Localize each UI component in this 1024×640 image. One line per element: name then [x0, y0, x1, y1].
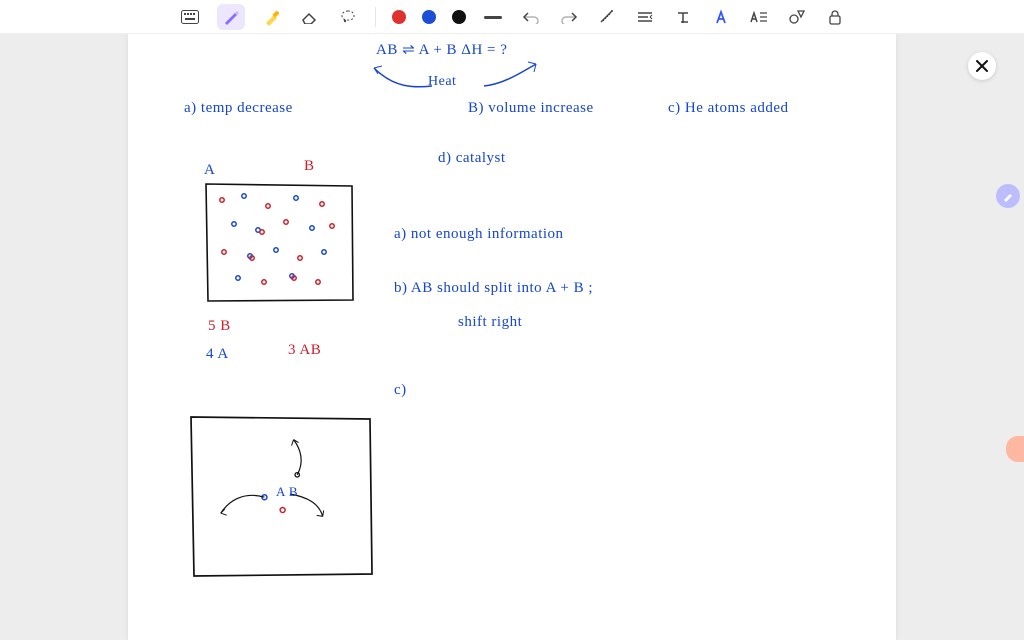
count-5b: 5 B [208, 318, 231, 335]
equation-text: AB ⇌ A + B ΔH = ? [376, 40, 507, 59]
box1-label-b: B [304, 158, 315, 175]
shape-icon[interactable] [786, 6, 808, 28]
option-b: B) volume increase [468, 100, 594, 117]
font-icon[interactable] [710, 6, 732, 28]
count-4a: 4 A [206, 346, 229, 363]
keyboard-icon[interactable] [179, 6, 201, 28]
lasso-icon[interactable] [337, 6, 359, 28]
color-red[interactable] [392, 10, 406, 24]
redo-icon[interactable] [558, 6, 580, 28]
color-blue[interactable] [422, 10, 436, 24]
align-icon[interactable] [634, 6, 656, 28]
option-a: a) temp decrease [184, 100, 293, 117]
option-d: d) catalyst [438, 150, 506, 167]
color-black[interactable] [452, 10, 466, 24]
particle-box-1 [204, 182, 356, 304]
eraser-icon[interactable] [299, 6, 321, 28]
floating-tab-icon[interactable] [1006, 436, 1024, 462]
floating-pencil-icon[interactable] [996, 184, 1020, 208]
undo-icon[interactable] [520, 6, 542, 28]
answer-b-line1: b) AB should split into A + B ; [394, 280, 593, 297]
app-root: AB ⇌ A + B ΔH = ? Heat a) temp decrease … [0, 0, 1024, 640]
count-3ab: 3 AB [288, 342, 321, 359]
lock-icon[interactable] [824, 6, 846, 28]
textstyle-icon[interactable] [748, 6, 770, 28]
thickness-icon[interactable] [482, 6, 504, 28]
answer-a: a) not enough information [394, 226, 564, 243]
canvas[interactable]: AB ⇌ A + B ΔH = ? Heat a) temp decrease … [128, 34, 896, 640]
answer-c: c) [394, 382, 407, 399]
close-button[interactable] [968, 52, 996, 80]
heat-label: Heat [428, 74, 456, 90]
box2-center-label: A B [276, 484, 298, 500]
answer-b-line2: shift right [458, 314, 522, 331]
text-icon[interactable] [672, 6, 694, 28]
close-icon [975, 59, 989, 73]
pen-icon[interactable] [217, 4, 245, 30]
highlighter-icon[interactable] [261, 6, 283, 28]
box1-label-a: A [204, 162, 215, 179]
separator [375, 7, 376, 27]
ruler-icon[interactable] [596, 6, 618, 28]
toolbar [0, 0, 1024, 34]
option-c: c) He atoms added [668, 100, 789, 117]
